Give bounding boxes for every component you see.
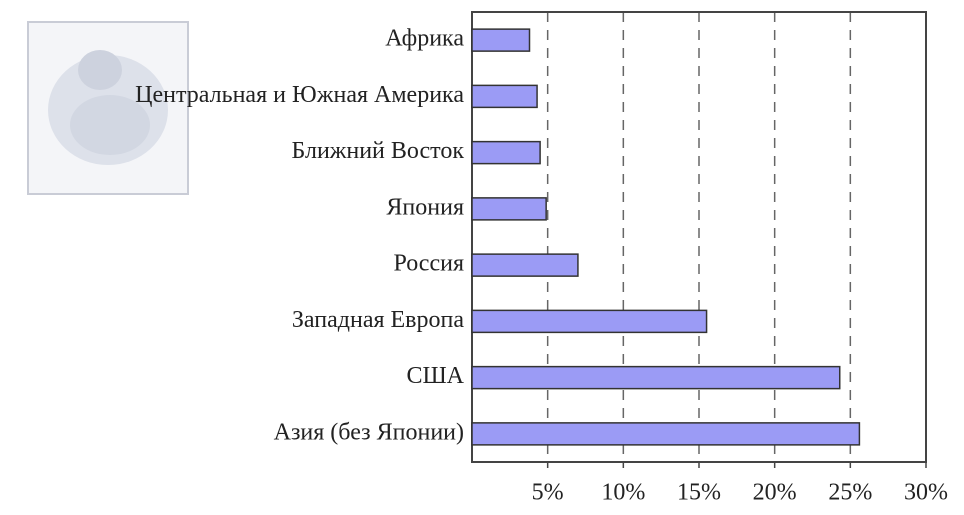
- x-tick-label: 10%: [601, 480, 645, 506]
- bar: [472, 29, 530, 51]
- y-tick-label: Япония: [386, 194, 464, 220]
- bar: [472, 310, 707, 332]
- y-tick-label: Западная Европа: [292, 307, 464, 333]
- y-tick-label: США: [406, 363, 464, 389]
- bar: [472, 85, 537, 107]
- x-tick-label: 30%: [904, 480, 948, 506]
- y-tick-label: Центральная и Южная Америка: [135, 82, 464, 108]
- x-tick-label: 20%: [753, 480, 797, 506]
- decorative-image: [28, 22, 188, 194]
- y-tick-label: Ближний Восток: [292, 138, 465, 164]
- bar: [472, 367, 840, 389]
- chart: 5% 10% 15% 20% 25% 30% Африка Центральная и Южн…: [0, 0, 964, 515]
- bar: [472, 423, 859, 445]
- bar: [472, 142, 540, 164]
- y-tick-label: Россия: [393, 251, 464, 277]
- bar: [472, 198, 546, 220]
- x-tick-label: 5%: [532, 480, 564, 506]
- y-tick-label: Африка: [385, 26, 464, 52]
- x-tick-label: 25%: [828, 480, 872, 506]
- bar: [472, 254, 578, 276]
- x-tick-label: 15%: [677, 480, 721, 506]
- y-tick-label: Азия (без Японии): [274, 419, 464, 445]
